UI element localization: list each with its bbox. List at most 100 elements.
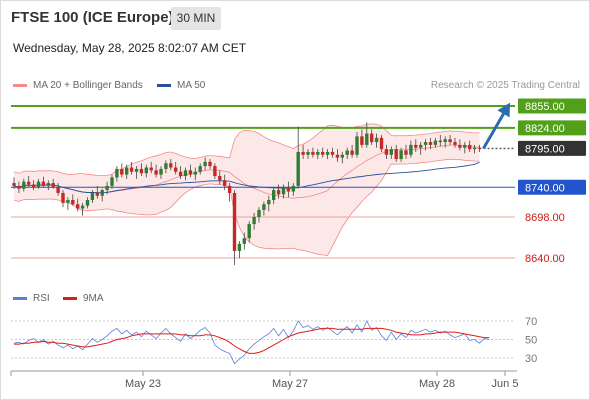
rsi-tick-label: 70 (525, 316, 537, 328)
candle-body (149, 167, 153, 171)
candle-body (477, 147, 482, 149)
candle-body (384, 149, 389, 155)
candle-body (414, 144, 418, 148)
candle-body (360, 136, 364, 145)
candle-body (125, 167, 129, 175)
candle-body (448, 139, 452, 143)
candle-body (105, 185, 109, 191)
ma50-line (13, 161, 480, 194)
x-tick-label: May 28 (419, 378, 455, 390)
level-label-8640.00: 8640.00 (525, 253, 565, 265)
candle-body (404, 150, 408, 155)
candle-body (56, 187, 60, 193)
legend-bollinger-label: MA 20 + Bollinger Bands (33, 80, 143, 91)
candle-body (370, 133, 374, 143)
candle-body (169, 163, 173, 168)
candle-body (345, 150, 349, 155)
legend-rsi-label: RSI (33, 293, 50, 304)
bollinger-upper-line (13, 123, 480, 177)
candle-body (276, 190, 281, 195)
level-tag-8824.00 (518, 120, 586, 136)
candle-body (296, 151, 300, 186)
legend-9ma: 9MA (63, 293, 104, 304)
candle-body (257, 209, 261, 217)
candle-body (41, 181, 46, 186)
candle-body (335, 154, 340, 158)
candle-body (144, 167, 148, 174)
ma9-swatch (63, 296, 77, 300)
candle-body (472, 147, 477, 150)
level-label-8824.00: 8824.00 (525, 123, 565, 135)
candle-body (325, 151, 330, 155)
candle-body (374, 137, 379, 143)
candle-body (27, 181, 31, 185)
candle-body (463, 144, 467, 148)
candle-body (31, 184, 36, 188)
candle-body (438, 140, 442, 143)
candle-body (46, 183, 50, 186)
level-tag-8855.00 (518, 98, 586, 114)
candle-body (61, 192, 65, 203)
research-credit: Research © 2025 Trading Central (430, 80, 580, 91)
candle-body (95, 192, 99, 196)
legend-9ma-label: 9MA (83, 293, 104, 304)
candle-body (389, 149, 393, 155)
candle-body (237, 243, 242, 251)
level-label-8855.00: 8855.00 (525, 101, 565, 113)
candle-body (291, 185, 295, 192)
candle-body (350, 150, 354, 155)
candle-body (208, 161, 212, 167)
candle-body (100, 190, 104, 196)
candle-body (301, 151, 305, 155)
candle-body (12, 183, 16, 186)
rsi-swatch (13, 296, 27, 300)
candle-body (71, 200, 75, 205)
candle-body (428, 142, 433, 145)
candle-body (232, 192, 237, 251)
candle-body (458, 144, 462, 148)
rsi-tick-label: 50 (525, 335, 537, 347)
candle-body (321, 151, 325, 155)
candle-body (120, 168, 124, 175)
candle-body (227, 185, 232, 193)
level-tag-8795.00 (518, 140, 586, 156)
candle-body (188, 170, 193, 175)
candle-body (468, 144, 472, 150)
candle-body (85, 200, 90, 206)
x-tick-label: Jun 5 (492, 378, 519, 390)
candle-body (399, 150, 403, 160)
candle-body (242, 238, 246, 244)
forecast-arrow-line (482, 108, 508, 150)
level-label-8740.00: 8740.00 (525, 182, 565, 194)
candle-body (51, 183, 55, 188)
legend-ma50-label: MA 50 (177, 80, 206, 91)
candle-body (311, 151, 315, 155)
candle-body (110, 177, 114, 186)
level-label-8795.00: 8795.00 (525, 143, 565, 155)
candle-body (159, 168, 163, 175)
candle-body (423, 142, 428, 145)
level-label-8698.00: 8698.00 (525, 212, 565, 224)
candle-body (76, 204, 80, 209)
x-tick-label: May 23 (125, 378, 161, 390)
candle-body (115, 168, 119, 178)
bollinger-swatch (13, 83, 27, 87)
candle-body (419, 144, 423, 148)
candle-body (394, 149, 398, 160)
candle-body (247, 224, 251, 239)
candle-body (139, 168, 144, 174)
rsi-ma9-line (14, 327, 490, 354)
candle-body (134, 168, 139, 172)
candle-body (174, 167, 178, 172)
candle-body (306, 151, 310, 155)
candle-body (193, 171, 197, 175)
forecast-arrow-head (497, 102, 511, 118)
timeframe-badge[interactable]: 30 MIN (171, 7, 221, 30)
candle-body (272, 190, 276, 201)
candle-body (218, 175, 222, 181)
candle-body (66, 200, 70, 203)
candle-body (262, 204, 266, 210)
candle-body (36, 181, 41, 188)
candle-body (409, 144, 413, 155)
candle-body (22, 181, 26, 189)
